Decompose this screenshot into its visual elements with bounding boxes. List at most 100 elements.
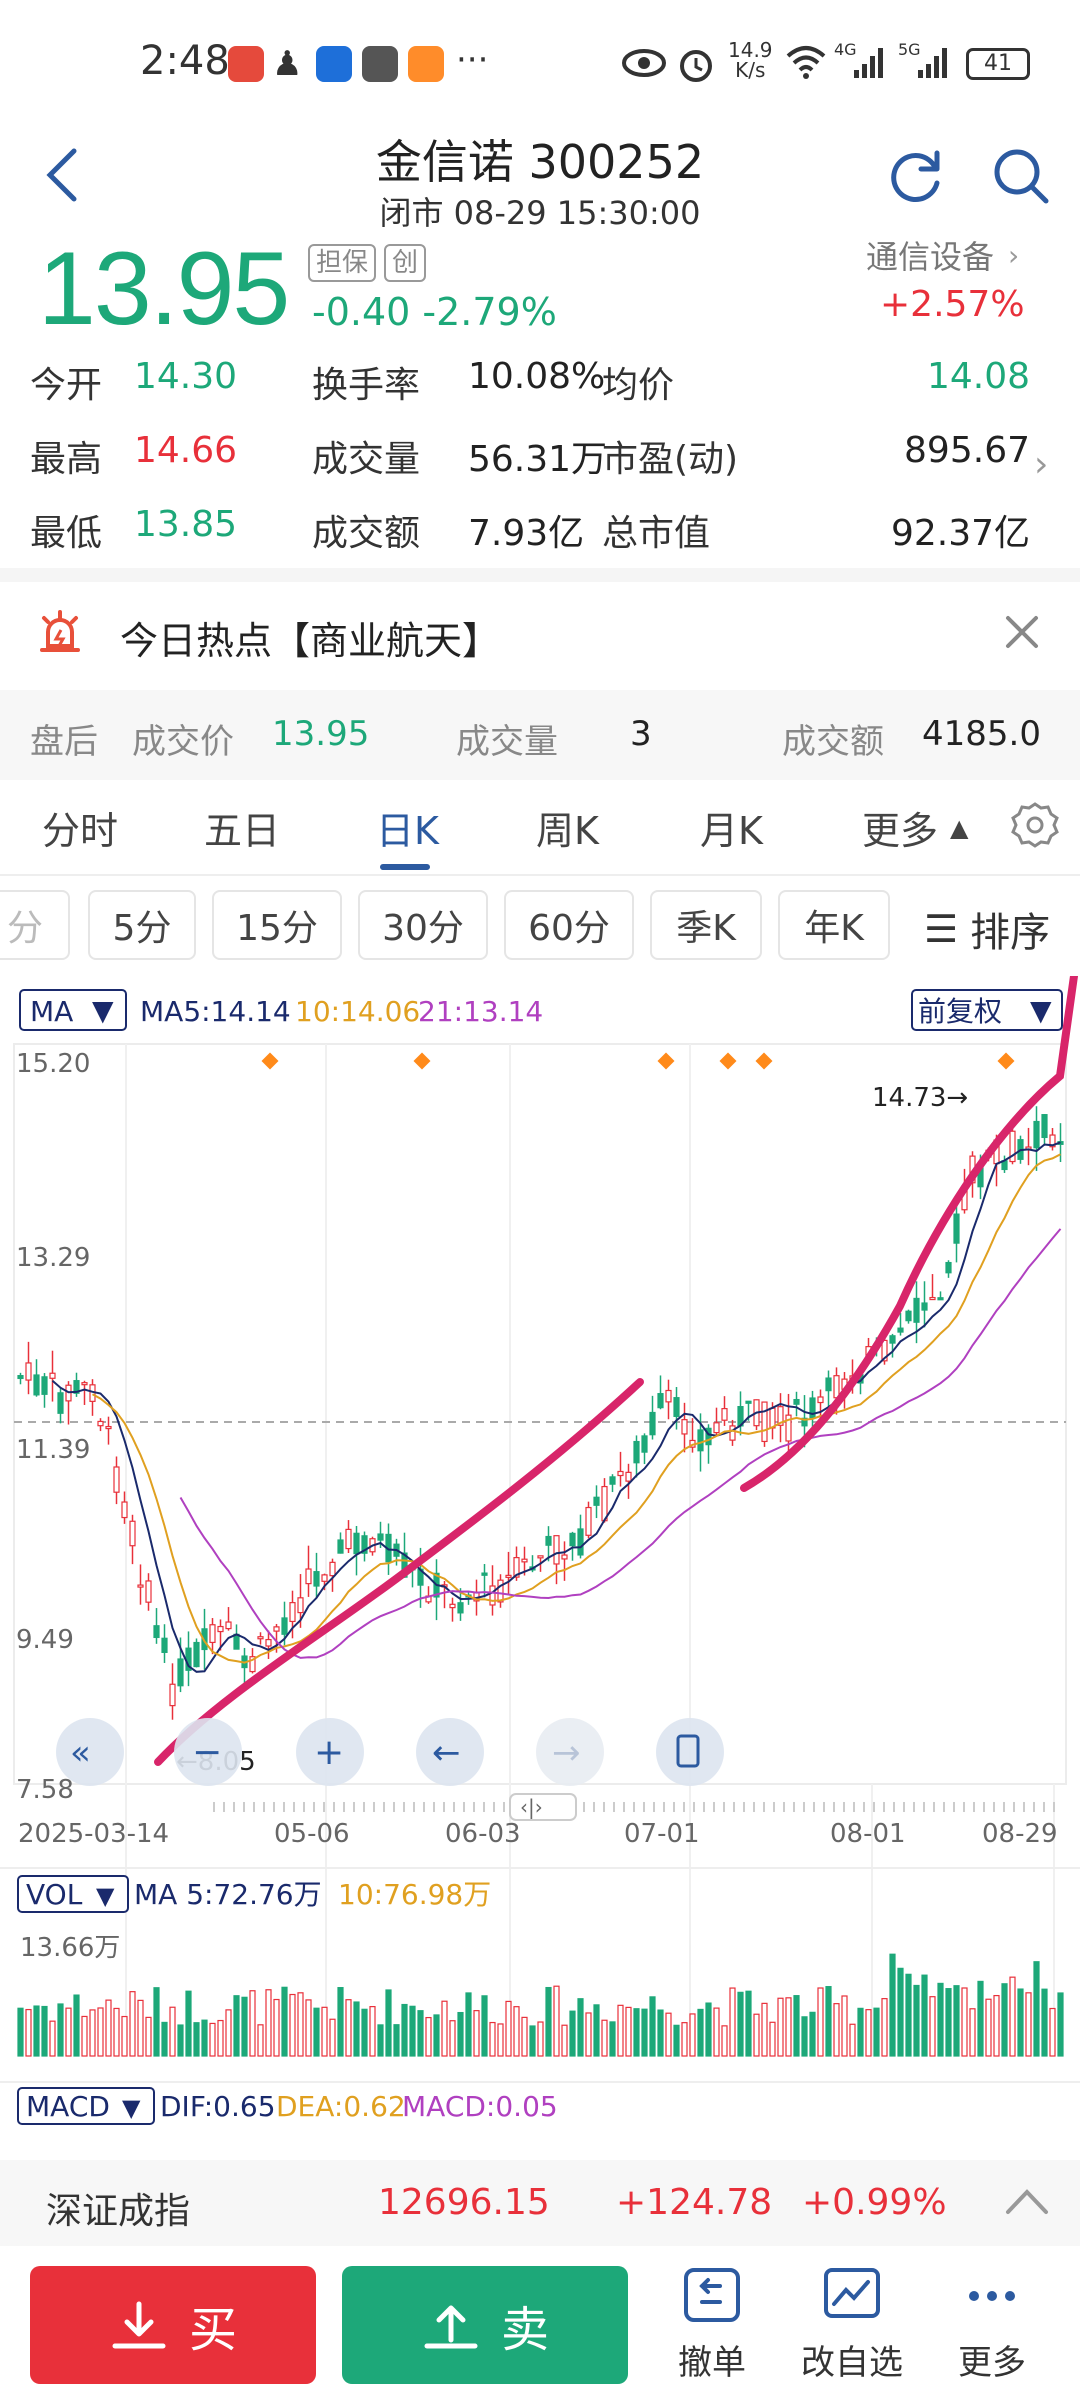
candle-body [609,1476,616,1485]
tab-weekly-k[interactable]: 周K [536,809,599,853]
battery-icon: 41 [966,48,1030,80]
quote-label: 均价 [602,365,675,406]
sector-link[interactable]: 通信设备 › [866,232,1019,278]
y-tick: 11.39 [16,1435,90,1465]
volume-bar [937,1982,944,2057]
after-hours-amount-label: 成交额 [782,722,884,762]
candle-body [129,1520,136,1547]
volume-bar [1049,2007,1056,2057]
candle-body [497,1579,504,1603]
tab-more[interactable]: 更多 ▲ [862,800,968,855]
search-button[interactable] [990,145,1052,211]
scroll-handle[interactable]: ‹|› [509,1793,577,1821]
volume-bar [185,1990,192,2057]
quote-label: 换手率 [312,365,421,406]
tab-monthly-k[interactable]: 月K [700,809,763,853]
volume-bar [809,2011,816,2057]
index-ticker[interactable] [0,2160,1080,2246]
more-button[interactable]: 更多 [922,2266,1062,2384]
sell-button[interactable]: 卖 [342,2266,628,2384]
candle-body [657,1393,664,1409]
candle-body [577,1528,584,1556]
candle-body [833,1375,840,1399]
tabs-divider [0,874,1080,876]
pan-right-button[interactable]: → [536,1718,604,1786]
candle-body [313,1571,320,1587]
close-icon[interactable] [1002,612,1042,656]
volume-bar [289,1993,296,2057]
tab-five-day[interactable]: 五日 [204,809,281,853]
adjust-label: 前复权 [918,995,1002,1028]
sort-button[interactable]: ☰ 排序 [924,900,1050,958]
candle-body [217,1625,224,1633]
refresh-button[interactable] [885,145,947,211]
chevron-right-icon[interactable]: › [1034,444,1049,485]
volume-bar [177,2024,184,2057]
quote-label: 市盈(动) [602,439,739,480]
tab-daily-k[interactable]: 日K [376,809,439,853]
interval-year[interactable]: 年K [778,890,890,960]
vol-selector-label: VOL [26,1878,83,1911]
volume-bar [225,2009,232,2057]
interval-30min[interactable]: 30分 [358,890,488,960]
volume-bar [401,2003,408,2057]
rewind-button[interactable]: « [56,1718,124,1786]
interval-chip-partial[interactable]: 分 [0,890,70,960]
volume-bar [593,2004,600,2057]
interval-quarter[interactable]: 季K [650,890,762,960]
candle-body [361,1535,368,1554]
signal-5g-icon [916,44,952,84]
kline-chart[interactable]: MA ▼ MA5:14.14 10:14.06 21:13.14 前复权 ▼ 1… [0,976,1080,2176]
volume-bar [921,1974,928,2057]
x-axis-ruler [213,1802,1055,1812]
candle-body [505,1574,512,1578]
chevron-up-icon[interactable] [1004,2186,1050,2220]
adjust-selector[interactable]: 前复权 ▼ [911,989,1063,1031]
candle-body [673,1397,680,1417]
code-icon: ‹|› [520,1795,543,1819]
candle-body [633,1440,640,1464]
quote-grid: 今开 14.30 换手率 10.08% 均价 14.08 最高 14.66 成交量 56.31万市… [30,356,1030,578]
triangle-down-icon: ▼ [96,1882,115,1910]
interval-60min[interactable]: 60分 [504,890,634,960]
candle-body [57,1392,64,1414]
after-hours-row [0,690,1080,780]
wifi-icon [786,44,826,84]
rotate-button[interactable] [656,1718,724,1786]
edit-watchlist-label: 改自选 [801,2343,903,2383]
zoom-in-button[interactable]: + [296,1718,364,1786]
candle-body [97,1420,104,1427]
volume-bar [25,2008,32,2057]
gear-icon [1011,802,1059,848]
volume-bar [153,1987,160,2057]
menu-icon: ☰ [924,907,959,951]
settings-button[interactable] [1010,800,1060,854]
vol-selector[interactable]: VOL ▼ [17,1875,129,1913]
cancel-order-button[interactable]: 撤单 [642,2266,782,2384]
interval-15min[interactable]: 15分 [212,890,342,960]
back-button[interactable] [42,145,82,205]
candle-body [105,1425,112,1430]
volume-bar [769,2021,776,2057]
arrow-right-icon: → [552,1733,581,1773]
cancel-order-icon [684,2268,740,2322]
ma-selector[interactable]: MA ▼ [19,989,127,1031]
volume-bar [73,1994,80,2057]
interval-5min[interactable]: 5分 [88,890,196,960]
edit-watchlist-button[interactable]: 改自选 [782,2266,922,2384]
macd-dif: DIF:0.65 [160,2090,276,2123]
candle-body [201,1628,208,1651]
volume-bar [513,2006,520,2057]
volume-bar [681,2022,688,2057]
zoom-out-button[interactable]: − [174,1718,242,1786]
macd-value: MACD:0.05 [402,2090,558,2123]
buy-button[interactable]: 买 [30,2266,316,2384]
pan-left-button[interactable]: ← [416,1718,484,1786]
volume-bar [833,2003,840,2057]
volume-bar [41,2005,48,2057]
candle-body [769,1407,776,1429]
refresh-icon [891,150,940,202]
tab-intraday[interactable]: 分时 [42,809,119,853]
event-marker [719,1052,737,1070]
macd-selector[interactable]: MACD ▼ [17,2087,155,2125]
